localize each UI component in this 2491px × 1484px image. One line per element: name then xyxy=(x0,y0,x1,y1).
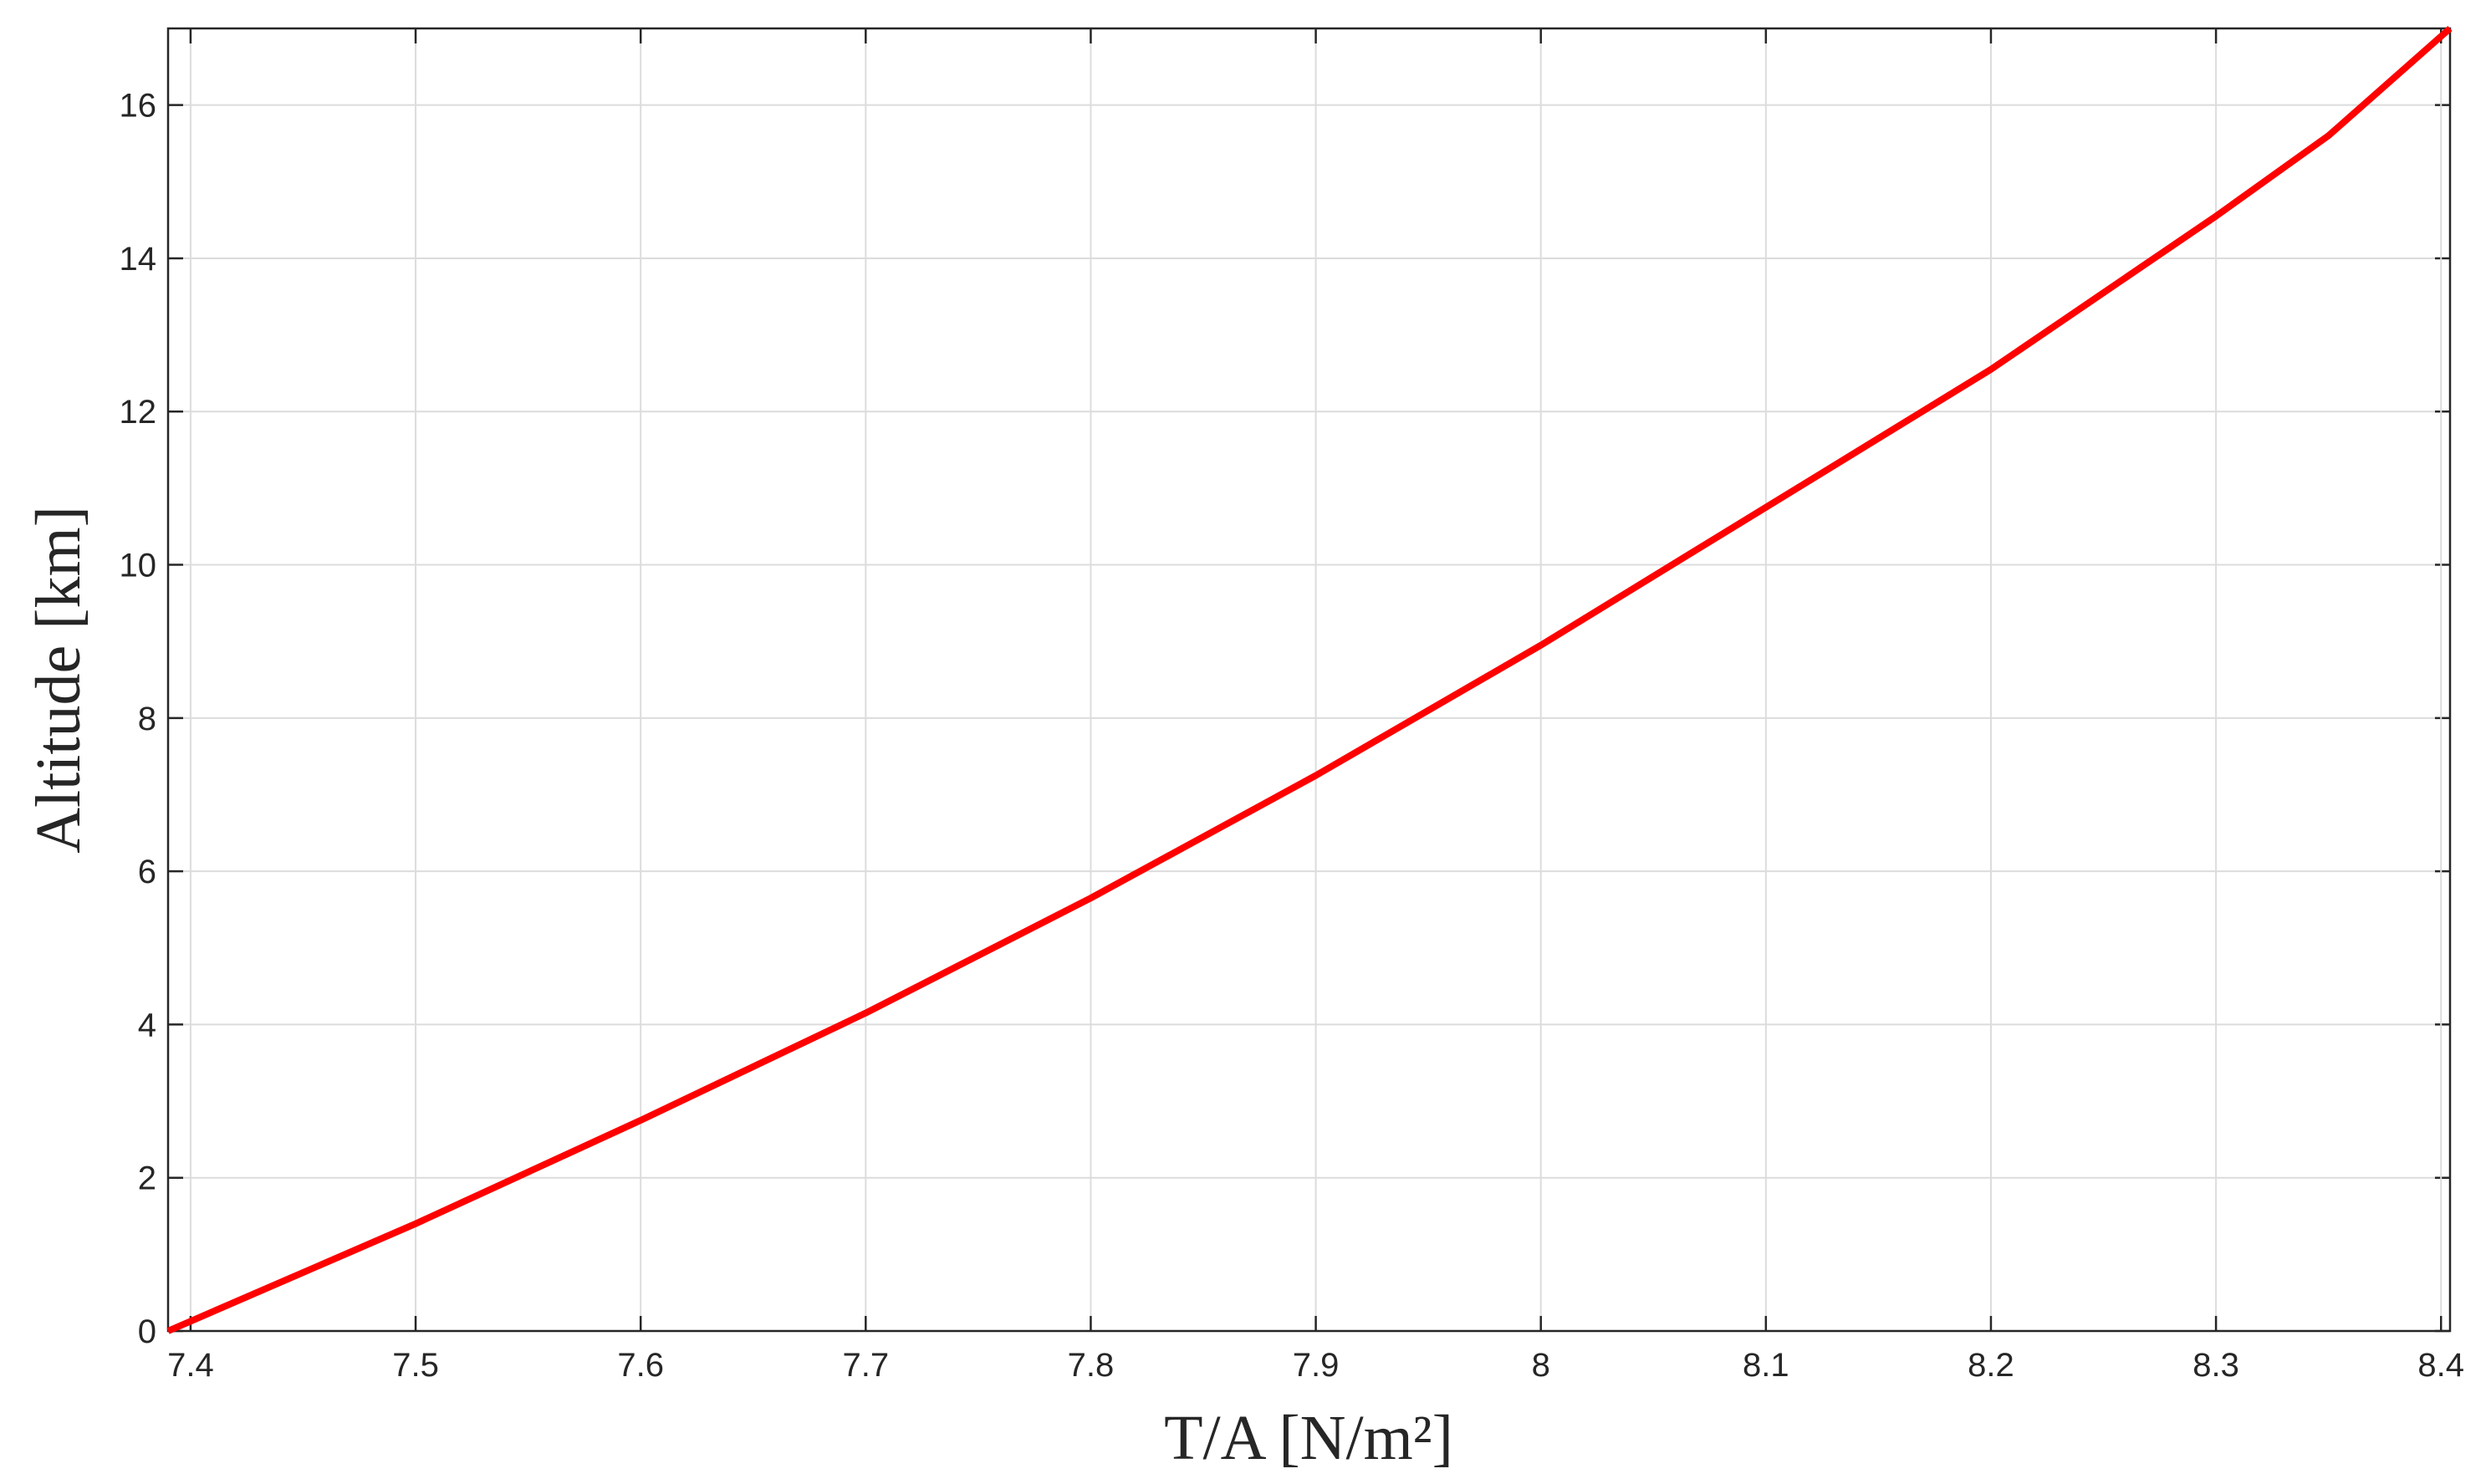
x-tick-label: 7.9 xyxy=(1293,1347,1340,1384)
y-tick-label: 4 xyxy=(138,1007,156,1043)
x-tick-label: 7.5 xyxy=(392,1347,439,1384)
y-axis-label: Altitude [km] xyxy=(23,506,94,854)
y-tick-label: 12 xyxy=(120,394,157,431)
y-tick-label: 16 xyxy=(120,88,157,125)
y-tick-label: 0 xyxy=(138,1313,156,1350)
y-tick-label: 8 xyxy=(138,701,156,737)
x-tick-label: 7.7 xyxy=(843,1347,890,1384)
x-tick-label: 8 xyxy=(1532,1347,1550,1384)
y-tick-label: 10 xyxy=(120,548,157,584)
x-tick-label: 8.1 xyxy=(1743,1347,1789,1384)
x-tick-label: 8.3 xyxy=(2192,1347,2239,1384)
plot-frame xyxy=(166,27,2452,1333)
x-tick-label: 8.4 xyxy=(2417,1347,2464,1384)
y-tick-label: 6 xyxy=(138,854,156,890)
x-tick-label: 7.4 xyxy=(167,1347,214,1384)
x-tick-label: 7.6 xyxy=(617,1347,664,1384)
x-axis-label: T/A [N/m²] xyxy=(1164,1403,1453,1473)
y-tick-label: 2 xyxy=(138,1160,156,1197)
y-tick-label: 14 xyxy=(120,241,157,278)
x-tick-label: 7.8 xyxy=(1068,1347,1115,1384)
data-line xyxy=(166,26,2453,1334)
x-tick-label: 8.2 xyxy=(1968,1347,2014,1384)
